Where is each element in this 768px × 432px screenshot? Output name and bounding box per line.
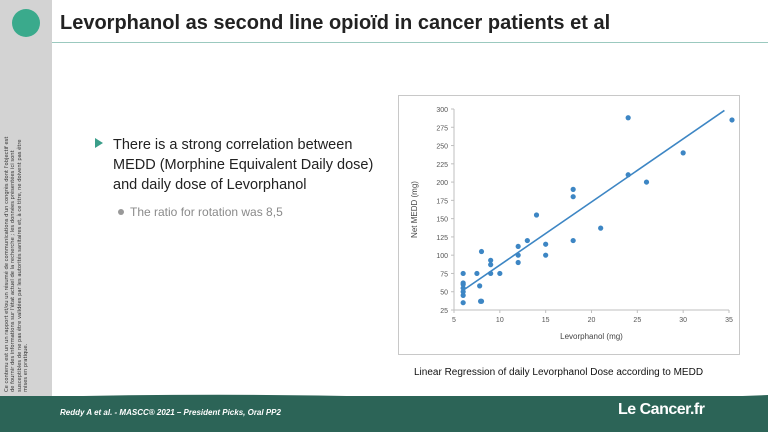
data-point (729, 117, 735, 123)
x-tick-label: 10 (496, 317, 504, 324)
scatter-chart: 25 50 75 100 125 150 175 200 225 250 275 300 5 10 15 20… (398, 95, 740, 355)
y-tick-label: 300 (436, 107, 448, 114)
x-tick-label: 35 (725, 317, 733, 324)
x-axis-label: Levorphanol (mg) (560, 332, 623, 341)
data-point (477, 283, 483, 289)
x-tick-label: 20 (588, 317, 596, 324)
regression-line (462, 109, 725, 291)
data-point (460, 285, 466, 291)
data-point (488, 257, 494, 263)
y-tick-label: 125 (436, 235, 448, 242)
main-bullet-text: There is a strong correlation between ME… (113, 137, 374, 193)
y-tick-label: 175 (436, 198, 448, 205)
data-point (543, 241, 549, 247)
data-point (570, 194, 576, 200)
data-point (570, 237, 576, 244)
data-point (478, 298, 485, 304)
dot-bullet-icon (118, 209, 124, 215)
y-tick-label: 200 (436, 180, 448, 187)
brand-logo: Le Cancer.fr (618, 401, 705, 418)
data-point (460, 289, 466, 295)
data-point (488, 270, 494, 277)
y-tick-label: 50 (440, 290, 448, 297)
data-point (625, 172, 631, 178)
data-point (533, 212, 540, 218)
scatter-chart-svg: 25 50 75 100 125 150 175 200 225 250 275 300 5 10 15 20… (410, 107, 735, 341)
data-point (474, 270, 480, 277)
slide-title: Levorphanol as second line opioïd in can… (60, 12, 611, 34)
sub-bullet-text: The ratio for rotation was 8,5 (130, 205, 283, 219)
data-point (478, 248, 485, 255)
data-point (543, 252, 549, 258)
data-point (570, 186, 576, 192)
y-tick-label: 225 (436, 162, 448, 169)
data-point (625, 115, 631, 121)
logo-circle-icon (12, 9, 40, 37)
data-point (598, 225, 604, 231)
data-point (515, 252, 521, 258)
data-point (515, 243, 521, 250)
x-tick-label: 30 (679, 317, 687, 324)
data-point (460, 300, 466, 306)
data-point (488, 262, 494, 268)
data-point (497, 270, 503, 277)
x-tick-label: 15 (542, 317, 550, 324)
footer-band (0, 396, 768, 432)
x-tick-label: 25 (633, 317, 641, 324)
x-tick-label: 5 (452, 317, 456, 324)
triangle-bullet-icon (95, 138, 103, 148)
y-tick-label: 100 (436, 253, 448, 260)
data-point (643, 179, 650, 185)
footer-citation: Reddy A et al. - MASCC® 2021 – President… (60, 408, 281, 417)
data-point (524, 237, 530, 244)
y-tick-label: 75 (440, 271, 448, 278)
disclaimer-text: Ce contenu est un un rapport et/ou un ré… (4, 136, 30, 392)
y-tick-label: 275 (436, 125, 448, 132)
chart-caption: Linear Regression of daily Levorphanol D… (414, 367, 704, 378)
data-point (460, 292, 466, 298)
y-tick-label: 250 (436, 144, 448, 151)
data-point (460, 280, 466, 286)
y-tick-label: 150 (436, 217, 448, 224)
data-point (460, 270, 466, 277)
title-divider (52, 42, 768, 43)
left-sidebar (0, 0, 52, 396)
data-point (680, 150, 686, 156)
y-tick-label: 25 (440, 308, 448, 315)
data-point (515, 259, 521, 266)
y-axis-label: Net MEDD (mg) (410, 181, 419, 238)
